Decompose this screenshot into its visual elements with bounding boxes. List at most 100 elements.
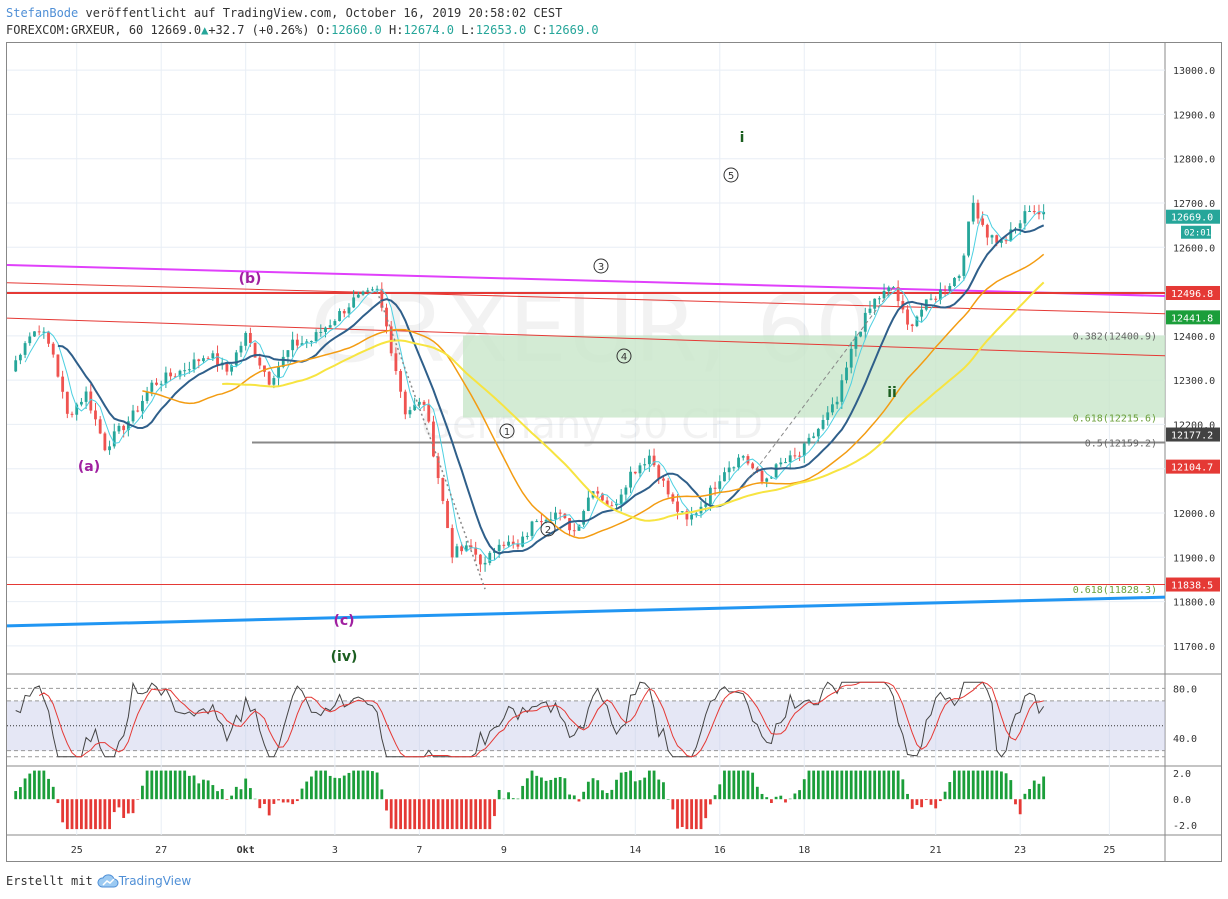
macd-bar xyxy=(98,799,102,830)
candle-body xyxy=(629,471,632,488)
candle-body xyxy=(873,298,877,309)
candle-body xyxy=(47,331,50,344)
candle-body xyxy=(483,562,487,565)
candle-body xyxy=(718,481,722,489)
macd-bar xyxy=(770,799,773,803)
macd-bar xyxy=(882,770,886,800)
candle-body xyxy=(380,288,384,308)
candle-body xyxy=(417,401,421,405)
wave-label: (c) xyxy=(333,613,354,629)
macd-bar xyxy=(502,798,506,800)
candle-body xyxy=(295,339,299,346)
author-name[interactable]: StefanBode xyxy=(6,6,79,20)
candle-body xyxy=(497,544,501,552)
y-tick-label: 12000.0 xyxy=(1173,509,1215,520)
macd-bar xyxy=(164,770,168,800)
candle-body xyxy=(155,382,158,385)
candle-body xyxy=(558,512,562,514)
ohlc-high: 12674.0 xyxy=(403,23,455,37)
macd-bar xyxy=(371,771,374,800)
ohlc-close: 12669.0 xyxy=(547,23,599,37)
macd-bar xyxy=(122,799,126,818)
candle-body xyxy=(586,497,590,512)
candle-body xyxy=(694,513,698,515)
macd-bar xyxy=(80,799,83,830)
x-tick-label: 27 xyxy=(155,845,167,856)
macd-bar xyxy=(610,789,614,800)
macd-tick-label: 2.0 xyxy=(1173,769,1191,780)
macd-bar xyxy=(51,786,55,800)
fib-label: 0.618(11828.3) xyxy=(1073,585,1157,596)
macd-bar xyxy=(84,799,88,830)
candle-body xyxy=(108,446,111,451)
chart-frame[interactable]: 13000.012900.012800.012700.012600.012500… xyxy=(6,42,1222,862)
magenta-trendline xyxy=(7,264,1166,297)
macd-bar xyxy=(427,799,431,830)
candle-body xyxy=(896,287,900,302)
candle-body xyxy=(568,518,571,531)
macd-bar xyxy=(117,799,121,808)
macd-bar xyxy=(887,770,891,800)
candle-body xyxy=(910,324,914,327)
macd-bar xyxy=(202,779,205,800)
macd-bar xyxy=(943,791,947,800)
macd-bar xyxy=(61,799,65,823)
candle-body xyxy=(596,491,600,494)
candle-body xyxy=(192,359,196,370)
macd-bar xyxy=(525,778,529,800)
candle-body xyxy=(1023,211,1027,224)
macd-bar xyxy=(633,781,637,800)
macd-bar xyxy=(863,770,867,800)
macd-bar xyxy=(352,770,356,800)
candle-body xyxy=(150,382,154,392)
ma-20-line xyxy=(57,224,1045,555)
candle-body xyxy=(957,275,961,278)
symbol-label[interactable]: FOREXCOM:GRXEUR, 60 xyxy=(6,23,144,37)
candle-body xyxy=(657,465,661,479)
candle-body xyxy=(638,465,642,474)
macd-bar xyxy=(281,799,285,803)
macd-bar xyxy=(699,799,703,830)
candle-body xyxy=(788,455,792,463)
candle-body xyxy=(967,221,970,256)
macd-bar xyxy=(483,799,487,830)
macd-bar xyxy=(816,770,820,800)
tradingview-logo[interactable]: TradingView xyxy=(97,874,191,888)
candle-body xyxy=(741,456,745,458)
macd-bar xyxy=(920,799,924,808)
red-trendline xyxy=(7,317,1166,357)
candle-body xyxy=(934,298,938,300)
candle-body xyxy=(929,298,933,300)
candle-body xyxy=(460,546,464,552)
candle-body xyxy=(310,340,313,342)
macd-bar xyxy=(877,770,881,800)
candle-body xyxy=(727,467,731,473)
macd-bar xyxy=(403,799,407,830)
macd-bar xyxy=(89,799,93,830)
candle-body xyxy=(112,431,116,447)
macd-bar xyxy=(788,798,792,800)
macd-bar xyxy=(910,799,914,809)
candle-body xyxy=(342,311,346,314)
macd-bar xyxy=(985,770,989,800)
macd-bar xyxy=(638,780,642,800)
candle-body xyxy=(145,391,149,401)
macd-bar xyxy=(206,780,210,800)
candle-body xyxy=(464,545,468,552)
macd-bar xyxy=(464,799,468,830)
macd-bar xyxy=(1028,788,1031,800)
candle-body xyxy=(103,433,107,451)
macd-bar xyxy=(103,799,107,830)
wave-number-label: 4 xyxy=(621,352,627,363)
price-chart[interactable]: 13000.012900.012800.012700.012600.012500… xyxy=(7,43,1221,861)
candle-body xyxy=(37,331,41,333)
candle-body xyxy=(549,519,553,521)
macd-bar xyxy=(741,770,745,800)
macd-bar xyxy=(708,799,712,805)
candle-body xyxy=(173,376,177,378)
candle-body xyxy=(906,309,909,325)
macd-bar xyxy=(558,776,562,800)
ma-50-line xyxy=(142,253,1045,539)
macd-bar xyxy=(248,788,252,800)
rsi-signal-line xyxy=(38,681,1044,758)
